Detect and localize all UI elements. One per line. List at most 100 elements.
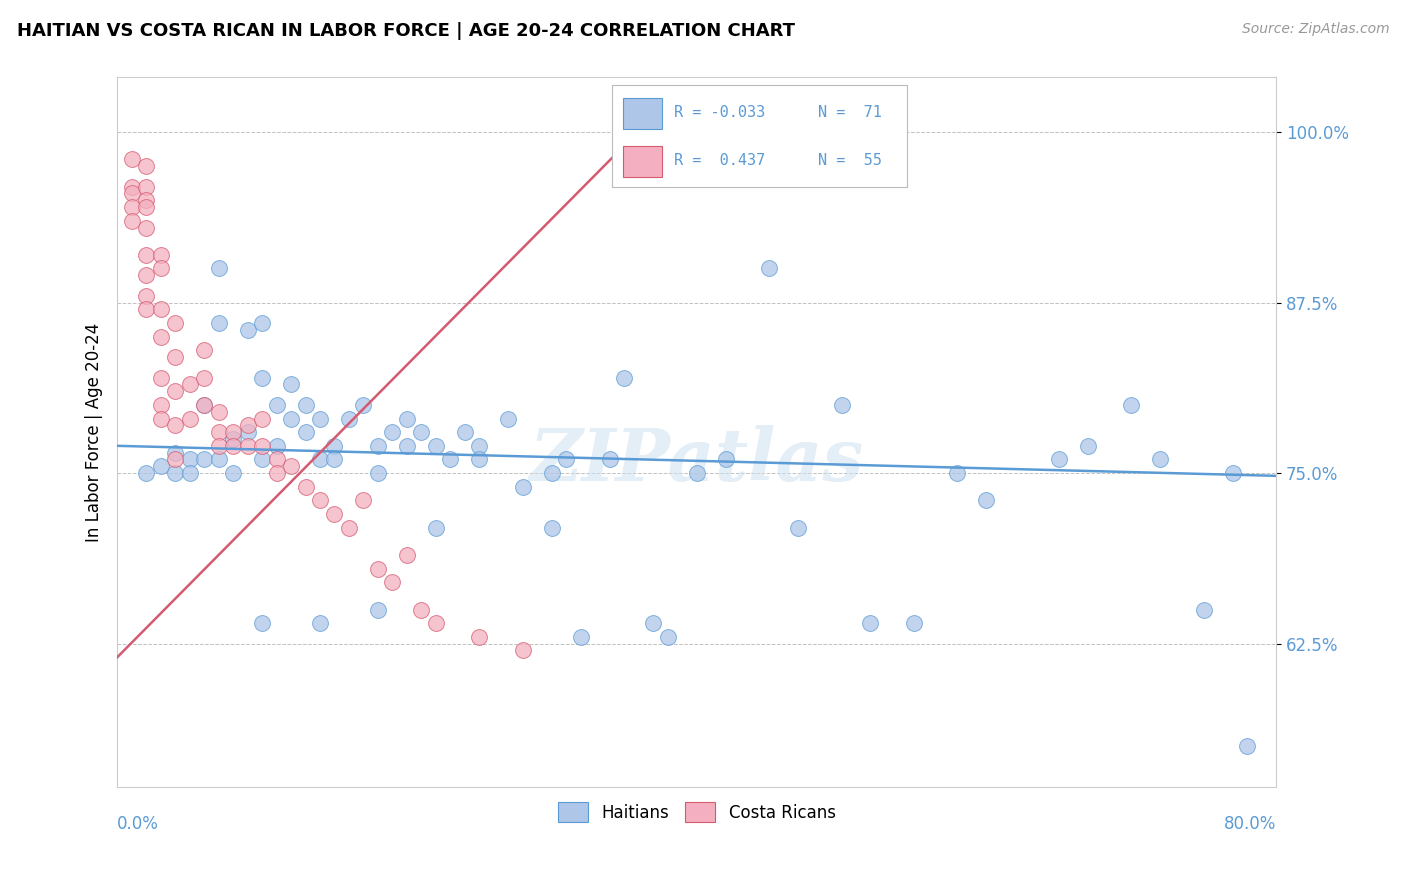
Point <box>569 630 592 644</box>
Point <box>236 323 259 337</box>
Point <box>367 466 389 480</box>
Point <box>1236 739 1258 753</box>
Point <box>468 439 491 453</box>
Point <box>323 452 346 467</box>
Point <box>1222 466 1244 480</box>
Point <box>135 289 157 303</box>
Point <box>831 398 853 412</box>
Point <box>121 153 143 167</box>
Text: N =  55: N = 55 <box>818 153 882 168</box>
Point <box>381 425 404 440</box>
Point <box>758 261 780 276</box>
Bar <box>623 146 662 177</box>
Point <box>599 452 621 467</box>
Point <box>149 398 172 412</box>
Point <box>353 493 375 508</box>
Point <box>193 343 215 358</box>
Point <box>165 418 187 433</box>
Point <box>439 452 461 467</box>
Point <box>512 480 534 494</box>
Point <box>193 452 215 467</box>
Point <box>1149 452 1171 467</box>
Point <box>468 452 491 467</box>
Point <box>540 521 562 535</box>
Point <box>425 439 447 453</box>
Point <box>149 261 172 276</box>
Text: R = -0.033: R = -0.033 <box>673 105 765 120</box>
Point <box>222 466 245 480</box>
Point <box>135 200 157 214</box>
Point <box>207 452 229 467</box>
Point <box>411 602 433 616</box>
Point <box>236 418 259 433</box>
Point <box>149 329 172 343</box>
Point <box>135 220 157 235</box>
Point <box>165 452 187 467</box>
Point <box>946 466 969 480</box>
Point <box>395 439 418 453</box>
Point <box>411 425 433 440</box>
Point <box>207 261 229 276</box>
Point <box>454 425 477 440</box>
Point <box>121 179 143 194</box>
Point <box>266 452 288 467</box>
Point <box>323 507 346 521</box>
Point <box>121 186 143 201</box>
Point <box>337 521 360 535</box>
Point <box>468 630 491 644</box>
Point <box>294 480 316 494</box>
Point <box>207 405 229 419</box>
Text: 0.0%: 0.0% <box>117 815 159 833</box>
Point <box>309 452 332 467</box>
Point <box>309 616 332 631</box>
Point <box>367 439 389 453</box>
Y-axis label: In Labor Force | Age 20-24: In Labor Force | Age 20-24 <box>86 323 103 541</box>
Point <box>540 466 562 480</box>
Point <box>222 425 245 440</box>
Point <box>149 459 172 474</box>
Text: 80.0%: 80.0% <box>1223 815 1277 833</box>
Point <box>149 370 172 384</box>
Point <box>250 452 273 467</box>
Point <box>1047 452 1070 467</box>
Point <box>498 411 520 425</box>
Point <box>294 398 316 412</box>
Point <box>250 439 273 453</box>
Point <box>280 377 302 392</box>
Point <box>859 616 882 631</box>
Point <box>266 466 288 480</box>
Point <box>135 302 157 317</box>
Point <box>179 466 201 480</box>
Point <box>294 425 316 440</box>
Point <box>250 411 273 425</box>
Point <box>121 200 143 214</box>
Point <box>1077 439 1099 453</box>
Point <box>903 616 925 631</box>
Point <box>165 350 187 364</box>
Point <box>179 452 201 467</box>
Point <box>236 425 259 440</box>
Text: Source: ZipAtlas.com: Source: ZipAtlas.com <box>1241 22 1389 37</box>
Point <box>337 411 360 425</box>
Point <box>280 459 302 474</box>
Text: HAITIAN VS COSTA RICAN IN LABOR FORCE | AGE 20-24 CORRELATION CHART: HAITIAN VS COSTA RICAN IN LABOR FORCE | … <box>17 22 794 40</box>
Point <box>395 411 418 425</box>
Point <box>207 316 229 330</box>
Point <box>381 575 404 590</box>
Point <box>425 521 447 535</box>
Point <box>250 370 273 384</box>
Point <box>250 316 273 330</box>
Point <box>1121 398 1143 412</box>
Point <box>135 466 157 480</box>
Point <box>425 616 447 631</box>
Point <box>685 466 707 480</box>
Point <box>121 213 143 227</box>
Point <box>135 193 157 207</box>
Point <box>512 643 534 657</box>
Point <box>787 521 810 535</box>
Point <box>555 452 578 467</box>
Point <box>367 602 389 616</box>
Point <box>149 302 172 317</box>
Point <box>149 411 172 425</box>
Point <box>135 268 157 283</box>
